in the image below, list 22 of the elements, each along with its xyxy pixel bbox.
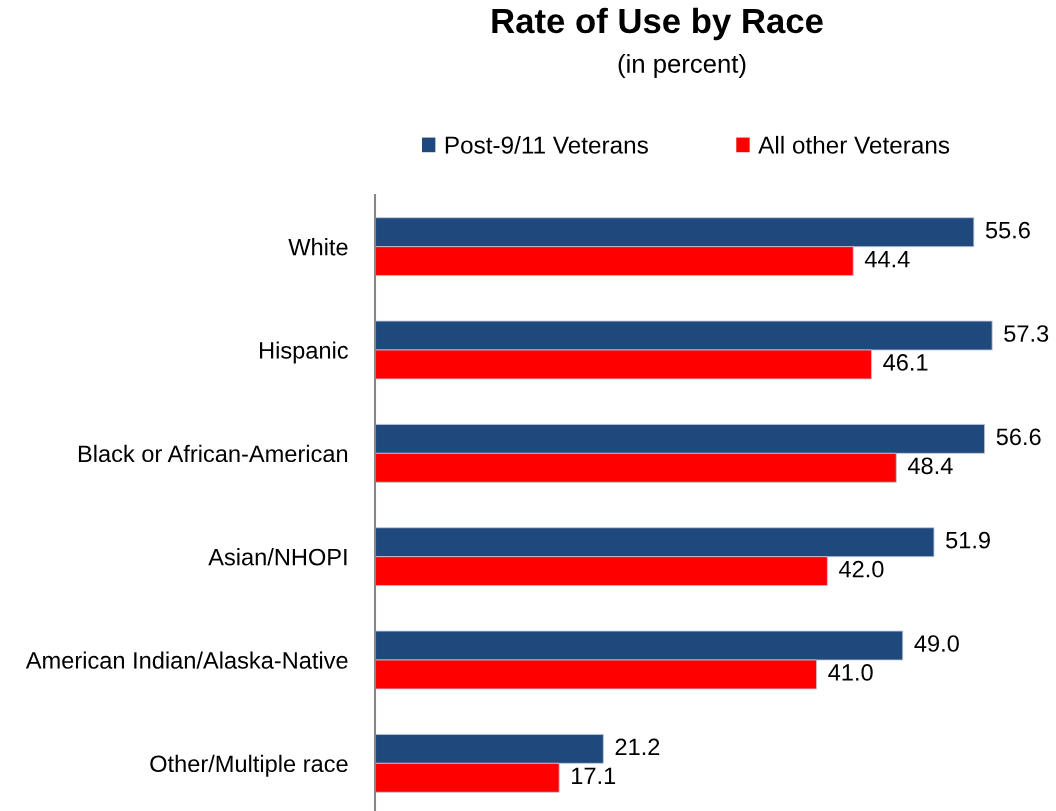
data-label: 55.6 — [985, 221, 1030, 239]
data-label: 46.1 — [883, 354, 928, 371]
y-tick-label: Other/Multiple race — [150, 754, 348, 777]
data-label: 21.2 — [615, 738, 660, 755]
legend-label: Post-9/11 Veterans — [445, 135, 648, 154]
y-tick-label: American Indian/Alaska-Native — [25, 651, 348, 669]
data-label: 49.0 — [914, 635, 959, 652]
y-tick-label: Black or African-American — [78, 444, 348, 463]
data-label: 51.9 — [946, 531, 990, 549]
data-label: 57.3 — [1004, 325, 1049, 342]
chart-subtitle: (in percent) — [618, 54, 746, 78]
data-label: 44.4 — [864, 251, 910, 268]
data-label: 17.1 — [572, 767, 616, 784]
y-tick-label: Hispanic — [260, 341, 348, 364]
data-label: 41.0 — [828, 664, 873, 681]
data-label: 42.0 — [839, 560, 884, 578]
data-label: 48.4 — [907, 457, 953, 475]
data-label: 56.6 — [996, 428, 1041, 446]
chart-title: Rate of Use by Race — [492, 7, 823, 41]
legend-label: All other Veterans — [758, 135, 950, 154]
y-tick-label: Asian/NHOPI — [208, 548, 347, 566]
y-tick-label: White — [288, 238, 348, 256]
